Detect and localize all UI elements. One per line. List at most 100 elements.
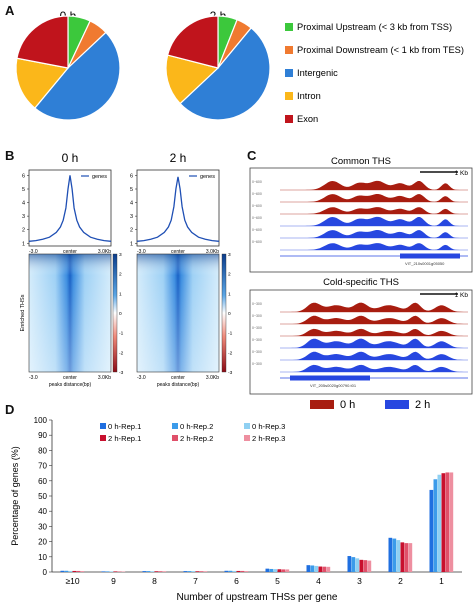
bar-legend-label: 2 h-Rep.3 <box>252 434 285 443</box>
gene-name: VIT_205s0020g00790.t01 <box>310 383 357 388</box>
track-title: Cold-specific THS <box>323 277 399 288</box>
track-range-label: 0~600 <box>252 216 262 220</box>
bar-layer: 0 10 20 30 40 50 60 70 80 90 100 Percentage of gene… <box>10 416 462 603</box>
track-signal <box>280 207 468 214</box>
x-axis-label: Number of upstream THSs per gene <box>176 592 337 603</box>
pie-legend-swatch <box>285 92 293 100</box>
pie-slice <box>165 54 220 105</box>
track-range-label: 0~300 <box>252 350 262 354</box>
heatmap-ylabel: Enriched THSs <box>20 294 26 331</box>
bar <box>60 570 65 572</box>
pie-legend-swatch <box>285 46 293 54</box>
bar <box>101 571 106 572</box>
y-tick-label: 70 <box>38 462 47 471</box>
track-signal <box>280 194 468 202</box>
heatmap-xtick-label: 3.0Kb <box>206 375 219 381</box>
pie-slice <box>166 15 219 69</box>
track-legend-swatch <box>310 400 334 409</box>
track-signal <box>280 328 468 336</box>
y-tick-label: 80 <box>38 446 47 455</box>
profile-ytick-label: 5 <box>22 187 25 193</box>
pie-slice <box>15 57 70 109</box>
bar <box>404 543 409 572</box>
bar-legend-label: 2 h-Rep.1 <box>108 434 141 443</box>
bar-legend-swatch <box>244 435 250 441</box>
y-tick-label: 100 <box>34 416 48 425</box>
profile-ytick-label: 5 <box>130 187 133 193</box>
bar <box>265 568 270 572</box>
bar <box>400 542 405 572</box>
bar <box>68 570 73 572</box>
track-title: Common THS <box>331 156 391 167</box>
bar <box>195 571 200 572</box>
bar <box>240 570 245 572</box>
profile-ytick-label: 2 <box>22 228 25 234</box>
pie-legend-swatch <box>285 115 293 123</box>
bar-legend-label: 2 h-Rep.2 <box>180 434 213 443</box>
track-signal <box>280 351 468 360</box>
heatmap-xlabel: peaks distance(bp) <box>49 382 92 388</box>
track-legend-label: 2 h <box>415 399 430 411</box>
scale-label: 1 Kb <box>455 292 469 299</box>
profile-ytick-label: 2 <box>130 228 133 234</box>
profile-xtick-label: -3.0 <box>29 249 38 255</box>
bar <box>347 556 352 572</box>
bar-legend-swatch <box>100 435 106 441</box>
track-range-label: 0~300 <box>252 338 262 342</box>
track-range-label: 0~600 <box>252 180 262 184</box>
profile-ytick-label: 6 <box>130 173 133 179</box>
bar <box>146 571 151 572</box>
pie-layer: 0 h2 hProximal Upstream (< 3 kb from TSS… <box>15 9 464 124</box>
heatmap-xtick-label: center <box>171 375 185 381</box>
colorbar-tick-label: 1 <box>228 291 231 297</box>
colorbar <box>112 253 118 373</box>
profile-frame <box>28 169 112 247</box>
x-tick-label: 6 <box>234 576 239 586</box>
profile-legend-label: genes <box>92 174 107 180</box>
bar <box>310 565 315 572</box>
bar-legend-swatch <box>172 423 178 429</box>
track-signal <box>280 364 468 372</box>
profile-title: 2 h <box>170 151 187 165</box>
bar <box>281 569 286 572</box>
profile-xtick-label: 3.0Kb <box>206 249 219 255</box>
bar <box>203 571 208 572</box>
colorbar <box>221 253 227 373</box>
track-range-label: 0~600 <box>252 204 262 208</box>
x-tick-label: 1 <box>439 576 444 586</box>
bar <box>433 479 438 572</box>
x-tick-label: 3 <box>357 576 362 586</box>
bar-legend-swatch <box>172 435 178 441</box>
colorbar-tick-label: 2 <box>119 272 122 278</box>
bar <box>326 566 331 572</box>
track-range-label: 0~300 <box>252 314 262 318</box>
bar-legend-label: 0 h-Rep.1 <box>108 422 141 431</box>
track-signal <box>280 180 468 190</box>
bar <box>232 570 237 572</box>
pie-legend-swatch <box>285 69 293 77</box>
bar-legend-label: 0 h-Rep.2 <box>180 422 213 431</box>
track-range-label: 0~600 <box>252 240 262 244</box>
track-range-label: 0~300 <box>252 326 262 330</box>
panel-b-letter: B <box>5 148 15 163</box>
bar <box>105 571 110 572</box>
bar <box>72 570 77 572</box>
profile-ytick-label: 1 <box>130 241 133 247</box>
bar <box>396 540 401 572</box>
track-signal <box>280 302 468 312</box>
x-tick-label: 4 <box>316 576 321 586</box>
profile-ytick-label: 4 <box>130 201 133 207</box>
heatmap-xlabel: peaks distance(bp) <box>157 382 200 388</box>
bar <box>306 565 311 572</box>
profile-ytick-label: 3 <box>22 214 25 220</box>
panel-a-letter: A <box>5 3 15 18</box>
track-signal <box>280 230 468 238</box>
track-range-label: 0~300 <box>252 362 262 366</box>
bar <box>322 566 327 572</box>
y-tick-label: 50 <box>38 492 47 501</box>
x-tick-label: 2 <box>398 576 403 586</box>
profile-xtick-label: center <box>171 249 185 255</box>
bar-legend-label: 0 h-Rep.3 <box>252 422 285 431</box>
heatmap-shade <box>29 254 111 372</box>
